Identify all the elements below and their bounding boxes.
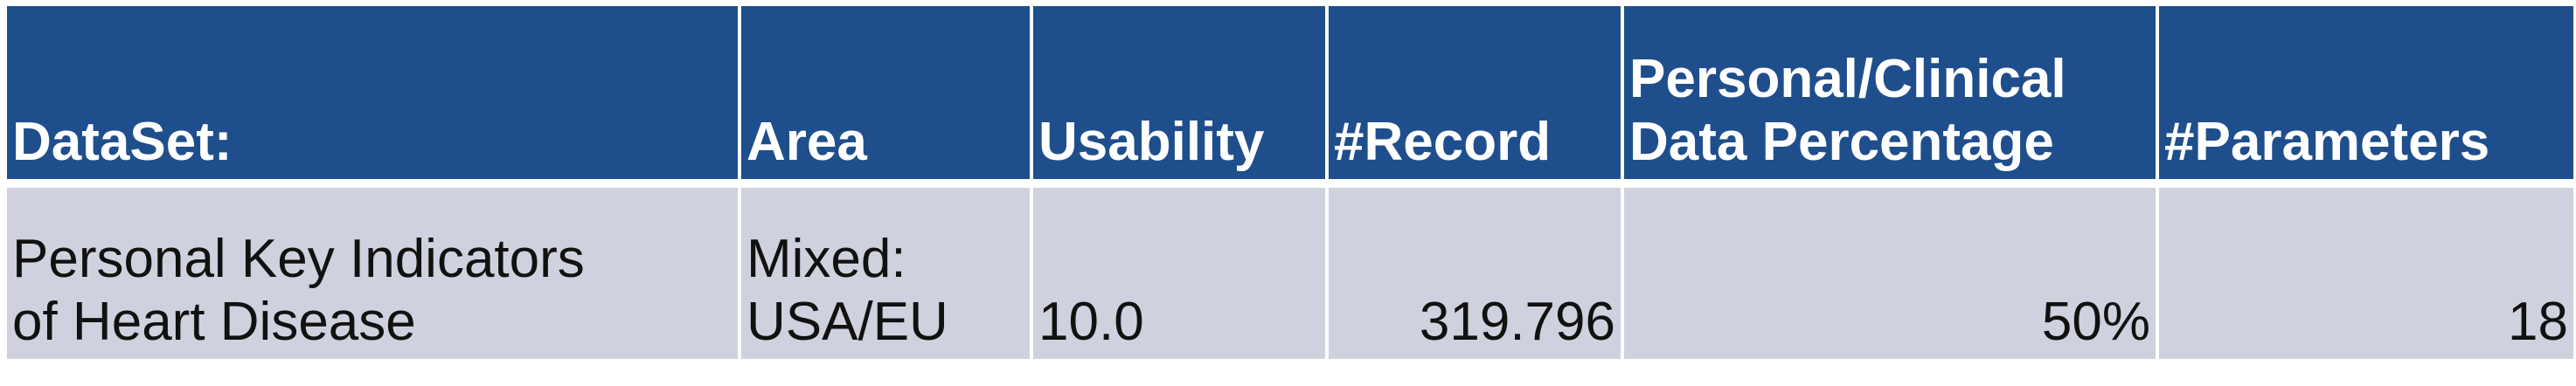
header-usability: Usability — [1030, 3, 1329, 188]
cell-dataset-name: Personal Key Indicators of Heart Disease — [3, 182, 741, 362]
dataset-table: DataSet: Area Usability #Record Personal… — [3, 3, 2576, 362]
header-area: Area — [738, 3, 1033, 188]
header-parameters: #Parameters — [2156, 3, 2576, 188]
header-record-count: #Record — [1325, 3, 1624, 188]
cell-area: Mixed: USA/EU — [738, 182, 1033, 362]
table-header-row: DataSet: Area Usability #Record Personal… — [3, 3, 2576, 188]
table-row: Personal Key Indicators of Heart Disease… — [3, 182, 2576, 362]
header-dataset: DataSet: — [3, 3, 741, 188]
cell-clinical-data-percentage: 50% — [1621, 182, 2159, 362]
header-clinical-data-percentage: Personal/Clinical Data Percentage — [1621, 3, 2159, 188]
cell-usability: 10.0 — [1030, 182, 1329, 362]
dataset-table-container: DataSet: Area Usability #Record Personal… — [3, 3, 2576, 362]
cell-parameters: 18 — [2156, 182, 2576, 362]
cell-record-count: 319.796 — [1325, 182, 1624, 362]
